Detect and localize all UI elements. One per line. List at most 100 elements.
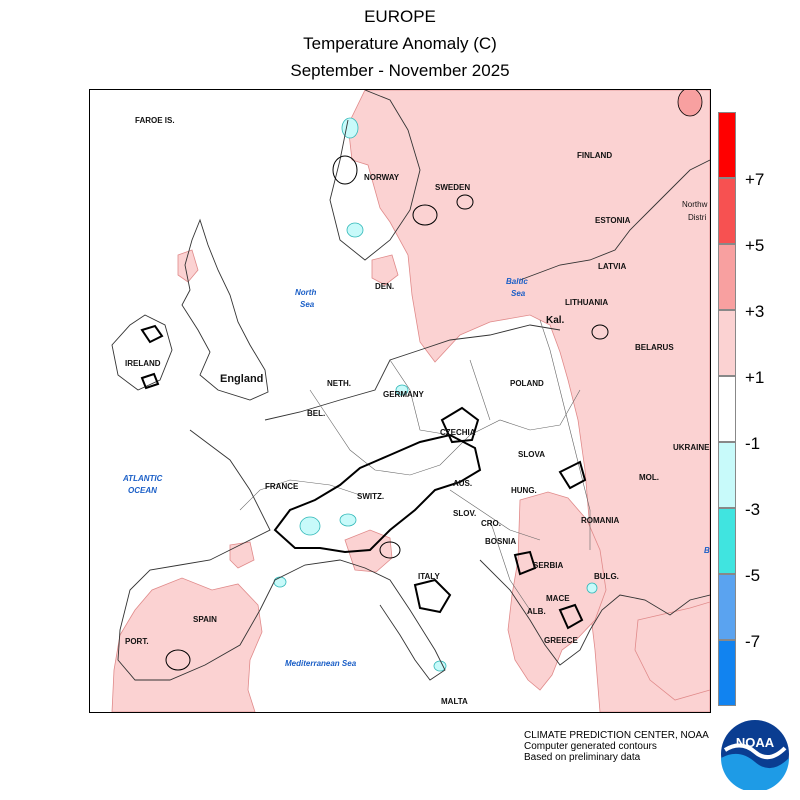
label-england: England: [220, 373, 263, 385]
extreme-warm-spot: [677, 90, 703, 117]
label-serbia: SERBIA: [533, 561, 563, 570]
water-labels: North Sea Baltic Sea ATLANTIC OCEAN Medi…: [122, 277, 710, 668]
label-macedonia: MACE: [546, 594, 570, 603]
label-croatia: CRO.: [481, 519, 501, 528]
label-estonia: ESTONIA: [595, 216, 631, 225]
credit-line-3: Based on preliminary data: [524, 752, 641, 763]
label-latvia: LATVIA: [598, 262, 627, 271]
cool-spot-pyrenees: [273, 576, 287, 588]
label-black-sea: B: [704, 546, 710, 555]
legend-swatch-3: [718, 310, 736, 376]
noaa-logo: NOAA: [719, 718, 791, 795]
label-switzerland: SWITZ.: [357, 492, 384, 501]
label-czechia: CZECHIA: [440, 428, 476, 437]
cool-spot-alps-west: [299, 516, 321, 536]
legend-label-7: -7: [745, 632, 761, 651]
label-ukraine: UKRAINE: [673, 443, 710, 452]
anomaly-map: FAROE IS. NORWAY SWEDEN FINLAND ESTONIA …: [89, 89, 711, 713]
label-north-sea-2: Sea: [300, 300, 315, 309]
label-netherlands: NETH.: [327, 379, 351, 388]
cool-spot-sicily: [433, 660, 447, 672]
label-portugal: PORT.: [125, 637, 149, 646]
label-poland: POLAND: [510, 379, 544, 388]
contour-alps: [273, 433, 482, 554]
label-sweden: SWEDEN: [435, 183, 470, 192]
contour-rom: [558, 460, 587, 490]
contour-serbia: [513, 550, 537, 576]
zero-contours: [140, 324, 587, 630]
label-slovakia: SLOVA: [518, 450, 545, 459]
label-belarus: BELARUS: [635, 343, 674, 352]
credit-line-1: CLIMATE PREDICTION CENTER, NOAA: [524, 730, 709, 741]
label-norway: NORWAY: [364, 173, 400, 182]
cool-spot-norway-north: [341, 117, 359, 139]
label-kal: Kal.: [546, 315, 565, 326]
cool-spot-norway-south: [346, 222, 364, 238]
legend-label-5: -3: [745, 500, 761, 519]
label-mediterranean: Mediterranean Sea: [285, 659, 357, 668]
legend-swatch-8: [718, 640, 736, 706]
cool-spot-germany: [395, 384, 409, 396]
anomaly-area-n-spain: [229, 541, 255, 569]
noaa-logo-text: NOAA: [736, 735, 775, 750]
label-atlantic-1: ATLANTIC: [122, 474, 163, 483]
cool-spot-alps: [339, 513, 357, 527]
legend-label-4: -1: [745, 434, 761, 453]
map-variable-title: Temperature Anomaly (C): [303, 34, 497, 53]
warm-anomaly-areas: [111, 90, 710, 712]
credit-line-2: Computer generated contours: [524, 741, 657, 752]
label-northwestern-1: Northw: [682, 200, 708, 209]
label-albania: ALB.: [527, 607, 546, 616]
borders: [239, 319, 591, 611]
legend-swatch-0: [718, 112, 736, 178]
cool-spot-bulgaria: [586, 582, 598, 594]
label-hungary: HUNG.: [511, 486, 537, 495]
coastlines: [111, 90, 710, 681]
label-malta: MALTA: [441, 697, 468, 706]
contour-ireland: [140, 324, 164, 344]
contour-italy: [413, 578, 452, 614]
label-baltic-2: Sea: [511, 289, 526, 298]
label-atlantic-2: OCEAN: [128, 486, 157, 495]
legend-swatch-1: [718, 178, 736, 244]
legend-swatch-4: [718, 376, 736, 442]
legend-label-2: +3: [745, 302, 765, 321]
map-period-title: September - November 2025: [290, 61, 510, 80]
label-romania: ROMANIA: [581, 516, 619, 525]
anomaly-area-denmark: [371, 254, 399, 286]
anomaly-area-scotland: [177, 249, 199, 283]
legend-label-6: -5: [745, 566, 761, 585]
label-greece: GREECE: [544, 636, 578, 645]
small-pos-contours: [165, 155, 609, 671]
label-finland: FINLAND: [577, 151, 612, 160]
label-lithuania: LITHUANIA: [565, 298, 608, 307]
contour-czechia: [440, 406, 480, 444]
label-moldova: MOL.: [639, 473, 659, 482]
label-bulgaria: BULG.: [594, 572, 619, 581]
contour-balkans-2: [558, 603, 584, 630]
label-germany: GERMANY: [383, 390, 425, 399]
region-labels: FAROE IS. NORWAY SWEDEN FINLAND ESTONIA …: [125, 116, 710, 706]
legend-label-1: +5: [745, 236, 765, 255]
anomaly-area-scandinavia: [347, 90, 710, 712]
map-region-title: EUROPE: [364, 7, 436, 26]
label-slovenia: SLOV.: [453, 509, 476, 518]
anomaly-area-iberia: [111, 577, 263, 712]
legend-swatch-5: [718, 442, 736, 508]
label-baltic-1: Baltic: [506, 277, 528, 286]
label-ireland: IRELAND: [125, 359, 161, 368]
label-france: FRANCE: [265, 482, 299, 491]
label-austria: AUS.: [453, 479, 472, 488]
label-italy: ITALY: [418, 572, 440, 581]
contour-ireland-south: [140, 372, 160, 390]
label-bosnia: BOSNIA: [485, 537, 516, 546]
label-north-sea-1: North: [295, 288, 316, 297]
legend-swatch-7: [718, 574, 736, 640]
legend-swatch-2: [718, 244, 736, 310]
label-spain: SPAIN: [193, 615, 217, 624]
label-faroe: FAROE IS.: [135, 116, 175, 125]
label-northwestern-2: Distri: [688, 213, 706, 222]
anomaly-area-balkans: [507, 491, 607, 691]
legend-swatch-6: [718, 508, 736, 574]
label-belgium: BEL.: [307, 409, 325, 418]
